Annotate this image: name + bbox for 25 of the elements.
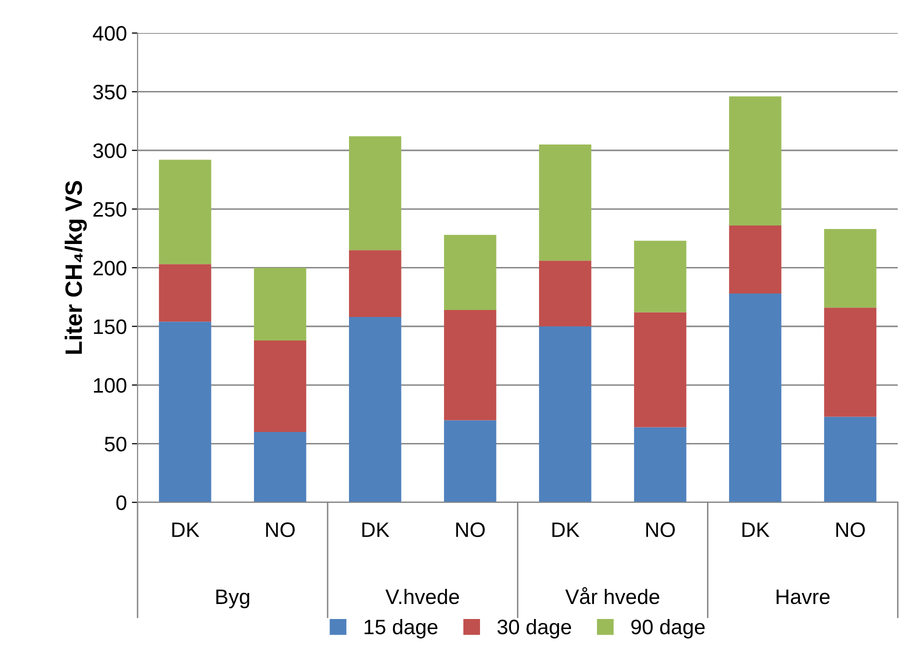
legend-label: 30 dage <box>497 619 572 638</box>
y-tick-label: 300 <box>93 143 126 158</box>
x-tick-label: NO <box>266 522 295 538</box>
y-tick-label: 50 <box>104 436 126 452</box>
x-tick-label: DK <box>362 522 390 537</box>
legend-label: 90 dage <box>631 619 705 638</box>
text: V.hvede <box>385 588 459 604</box>
x-tick-label: NO <box>646 522 675 538</box>
y-tick-label: 0 <box>116 495 126 510</box>
text: Vår hvede <box>565 587 660 604</box>
y-tick-label: 350 <box>93 84 126 100</box>
text: Havre <box>776 590 830 604</box>
text: Byg <box>216 590 250 608</box>
x-tick-label: NO <box>456 522 485 538</box>
y-tick-label: 200 <box>93 260 126 276</box>
y-axis-title: Liter CH₄/kg VS <box>64 181 87 354</box>
y-tick-label: 150 <box>94 319 126 334</box>
x-tick-label: DK <box>172 522 200 537</box>
y-tick-label: 400 <box>92 26 126 41</box>
y-tick-label: 250 <box>93 202 126 217</box>
y-tick-label: 100 <box>94 378 126 393</box>
legend-label: 15 dage <box>364 619 438 638</box>
x-tick-label: DK <box>552 522 580 537</box>
x-tick-label: DK <box>742 522 770 537</box>
x-tick-label: NO <box>836 522 865 538</box>
